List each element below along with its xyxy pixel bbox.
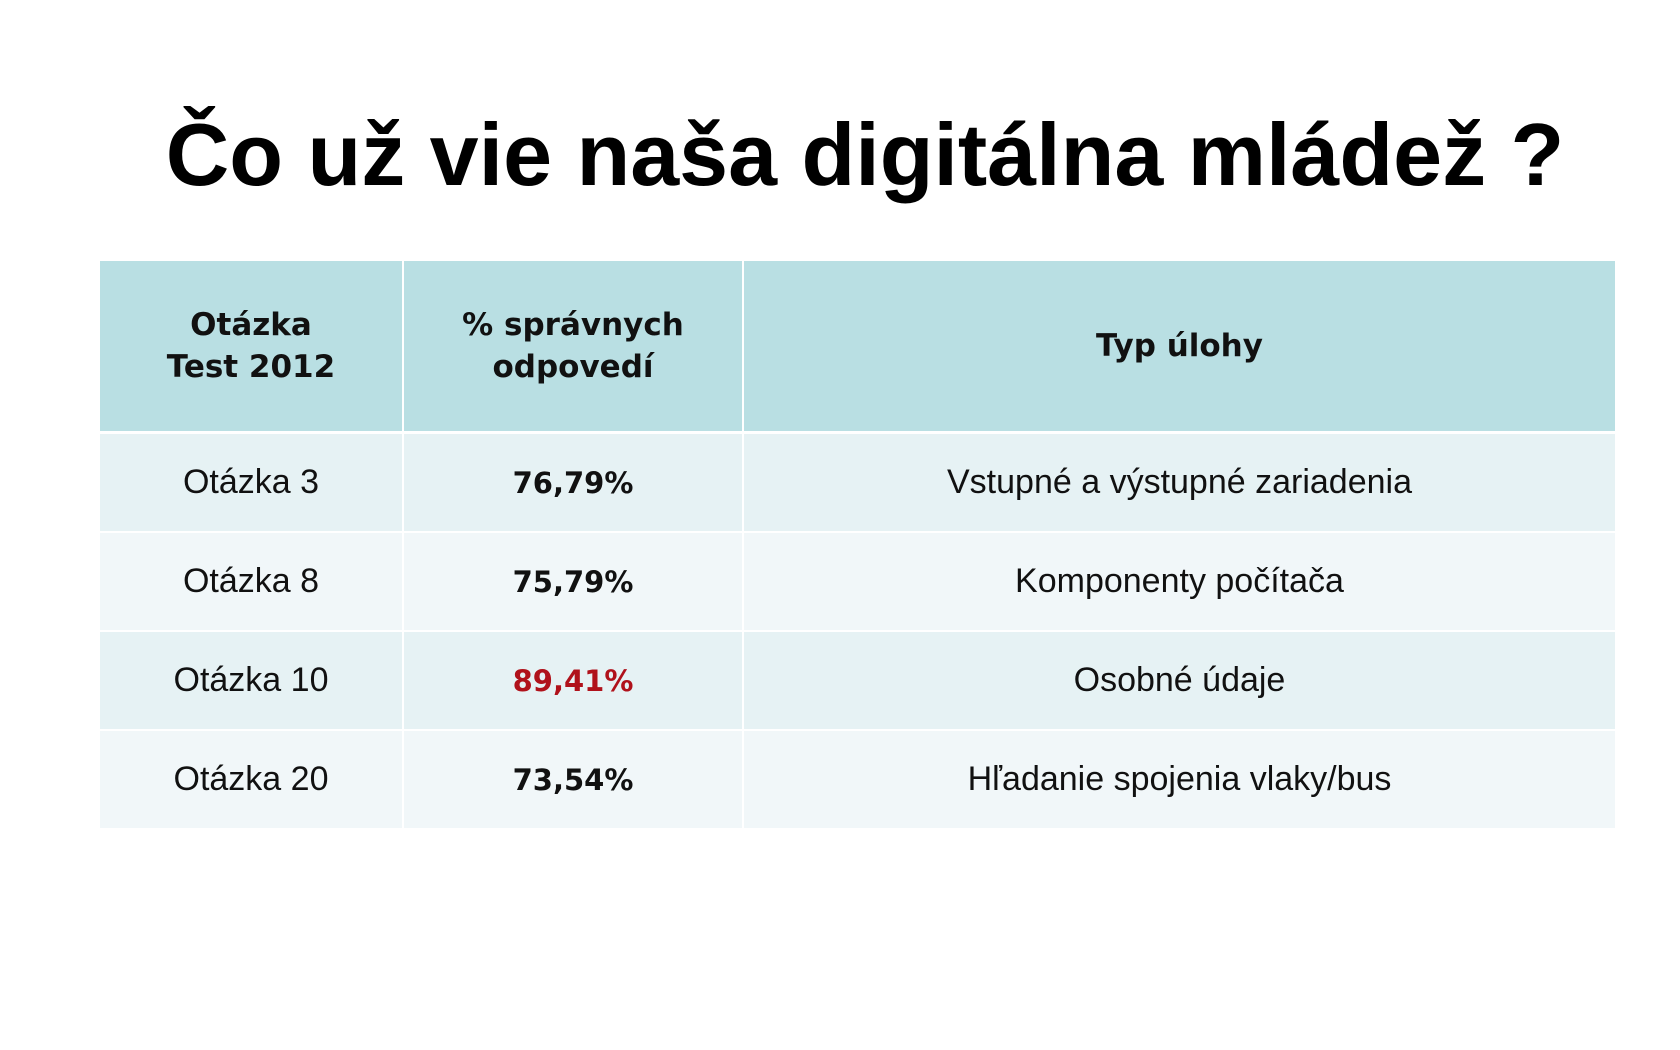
cell-percent: 75,79% [403, 532, 744, 632]
cell-type: Komponenty počítača [743, 532, 1615, 632]
header-type: Typ úlohy [743, 261, 1615, 434]
slide-title: Čo už vie naša digitálna mládež ? [165, 105, 1565, 204]
header-question-line1: Otázka [190, 307, 312, 343]
cell-type: Vstupné a výstupné zariadenia [743, 432, 1615, 533]
table-row: Otázka 8 75,79% Komponenty počítača [100, 532, 1615, 632]
header-percent: % správnych odpovedí [403, 261, 744, 434]
cell-question: Otázka 20 [100, 730, 404, 830]
results-table: Otázka Test 2012 % správnych odpovedí Ty… [100, 261, 1615, 830]
header-question-line2: Test 2012 [166, 349, 336, 385]
table-row: Otázka 3 76,79% Vstupné a výstupné zaria… [100, 432, 1615, 533]
table-row: Otázka 10 89,41% Osobné údaje [100, 631, 1615, 731]
table-header-row: Otázka Test 2012 % správnych odpovedí Ty… [100, 261, 1615, 434]
table-row: Otázka 20 73,54% Hľadanie spojenia vlaky… [100, 730, 1615, 830]
cell-question: Otázka 8 [100, 532, 404, 632]
header-type-label: Typ úlohy [1096, 328, 1263, 364]
header-percent-line2: odpovedí [492, 349, 654, 385]
cell-question: Otázka 10 [100, 631, 404, 731]
header-question: Otázka Test 2012 [100, 261, 404, 434]
cell-type: Hľadanie spojenia vlaky/bus [743, 730, 1615, 830]
cell-percent: 73,54% [403, 730, 744, 830]
header-percent-line1: % správnych [462, 307, 684, 343]
cell-percent: 76,79% [403, 432, 744, 533]
cell-question: Otázka 3 [100, 432, 404, 533]
cell-type: Osobné údaje [743, 631, 1615, 731]
cell-percent-highlighted: 89,41% [403, 631, 744, 731]
